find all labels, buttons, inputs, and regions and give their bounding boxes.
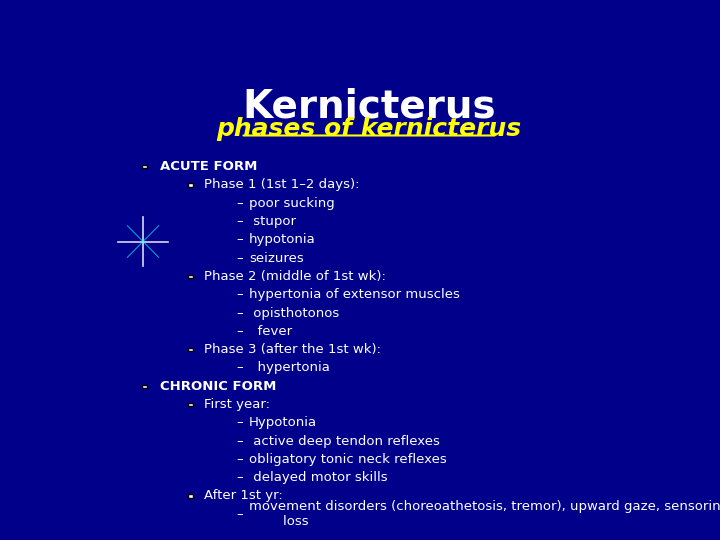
Text: –: – [236,252,243,265]
Text: First year:: First year: [204,398,271,411]
Text: –: – [236,435,243,448]
Text: Hypotonia: Hypotonia [249,416,317,429]
Text: delayed motor skills: delayed motor skills [249,471,387,484]
Text: –: – [236,288,243,301]
FancyBboxPatch shape [143,384,147,388]
Text: –: – [236,416,243,429]
Text: active deep tendon reflexes: active deep tendon reflexes [249,435,440,448]
Text: Kernicterus: Kernicterus [242,87,496,126]
FancyBboxPatch shape [143,165,147,168]
Text: Phase 3 (after the 1st wk):: Phase 3 (after the 1st wk): [204,343,382,356]
Text: Phase 2 (middle of 1st wk):: Phase 2 (middle of 1st wk): [204,270,386,283]
Text: CHRONIC FORM: CHRONIC FORM [160,380,276,393]
Text: –: – [236,453,243,466]
FancyBboxPatch shape [188,275,193,278]
Text: seizures: seizures [249,252,304,265]
Text: hypertonia of extensor muscles: hypertonia of extensor muscles [249,288,460,301]
Text: –: – [236,215,243,228]
Text: –: – [236,471,243,484]
FancyBboxPatch shape [188,183,193,187]
Text: phases of kernicterus: phases of kernicterus [217,117,521,141]
Text: hypotonia: hypotonia [249,233,316,246]
Text: stupor: stupor [249,215,296,228]
Text: –: – [236,197,243,210]
FancyBboxPatch shape [188,403,193,406]
FancyBboxPatch shape [188,348,193,352]
Text: –: – [236,233,243,246]
Text: After 1st yr:: After 1st yr: [204,489,283,503]
Text: Phase 1 (1st 1–2 days):: Phase 1 (1st 1–2 days): [204,178,360,192]
Text: opisthotonos: opisthotonos [249,307,339,320]
Text: –: – [236,508,243,521]
Text: ACUTE FORM: ACUTE FORM [160,160,257,173]
Text: poor sucking: poor sucking [249,197,335,210]
Text: movement disorders (choreoathetosis, tremor), upward gaze, sensorineural hearing: movement disorders (choreoathetosis, tre… [249,500,720,528]
Text: –: – [236,361,243,374]
Text: hypertonia: hypertonia [249,361,330,374]
Text: –: – [236,307,243,320]
Text: obligatory tonic neck reflexes: obligatory tonic neck reflexes [249,453,447,466]
FancyBboxPatch shape [188,494,193,498]
Text: fever: fever [249,325,292,338]
Text: –: – [236,325,243,338]
